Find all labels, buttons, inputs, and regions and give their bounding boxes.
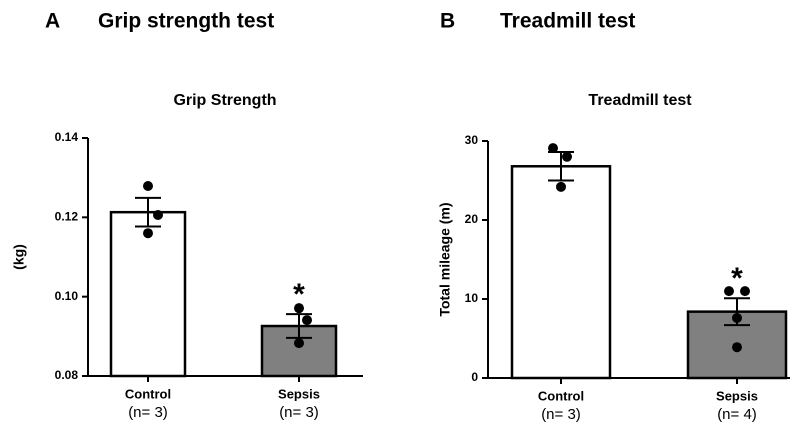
panel-label: A xyxy=(45,10,60,33)
y-tick-label: 0 xyxy=(471,370,478,384)
category-note: (n= 3) xyxy=(541,406,581,423)
y-axis-label: (kg) xyxy=(11,244,27,270)
data-point xyxy=(732,342,742,353)
x-tick-label: Control xyxy=(538,388,584,403)
data-point xyxy=(143,180,153,191)
error-bar xyxy=(135,196,161,228)
y-tick-label: 0.14 xyxy=(55,130,79,144)
x-tick-label: Control xyxy=(125,386,171,401)
data-point xyxy=(302,315,312,326)
category-note: (n= 3) xyxy=(128,404,168,421)
error-bar xyxy=(286,313,312,339)
category-note: (n= 3) xyxy=(279,404,319,421)
significance-mark: * xyxy=(293,278,305,311)
panel-heading: Treadmill test xyxy=(500,10,635,33)
data-point xyxy=(556,181,566,192)
y-tick-label: 0.12 xyxy=(55,210,79,224)
y-tick-label: 0.10 xyxy=(55,289,79,303)
data-point xyxy=(153,209,163,220)
chart-title: Grip Strength xyxy=(173,92,276,109)
data-point xyxy=(294,303,304,314)
y-tick-label: 30 xyxy=(465,133,479,147)
data-point xyxy=(562,151,572,162)
y-tick-label: 20 xyxy=(465,212,479,226)
y-axis-label: Total mileage (m) xyxy=(437,202,453,316)
x-tick-label: Sepsis xyxy=(278,386,320,401)
data-point xyxy=(294,338,304,349)
significance-mark: * xyxy=(731,262,743,295)
data-point xyxy=(732,312,742,323)
y-tick-label: 10 xyxy=(465,291,479,305)
y-tick-label: 0.08 xyxy=(55,368,79,382)
category-note: (n= 4) xyxy=(717,406,757,423)
data-point xyxy=(724,286,734,297)
data-point xyxy=(548,143,558,154)
x-tick-label: Sepsis xyxy=(716,388,758,403)
bar xyxy=(510,165,612,380)
panel-label: B xyxy=(440,10,455,33)
panel-heading: Grip strength test xyxy=(98,10,274,33)
chart-title: Treadmill test xyxy=(588,92,692,109)
data-point xyxy=(143,228,153,239)
data-point xyxy=(740,286,750,297)
